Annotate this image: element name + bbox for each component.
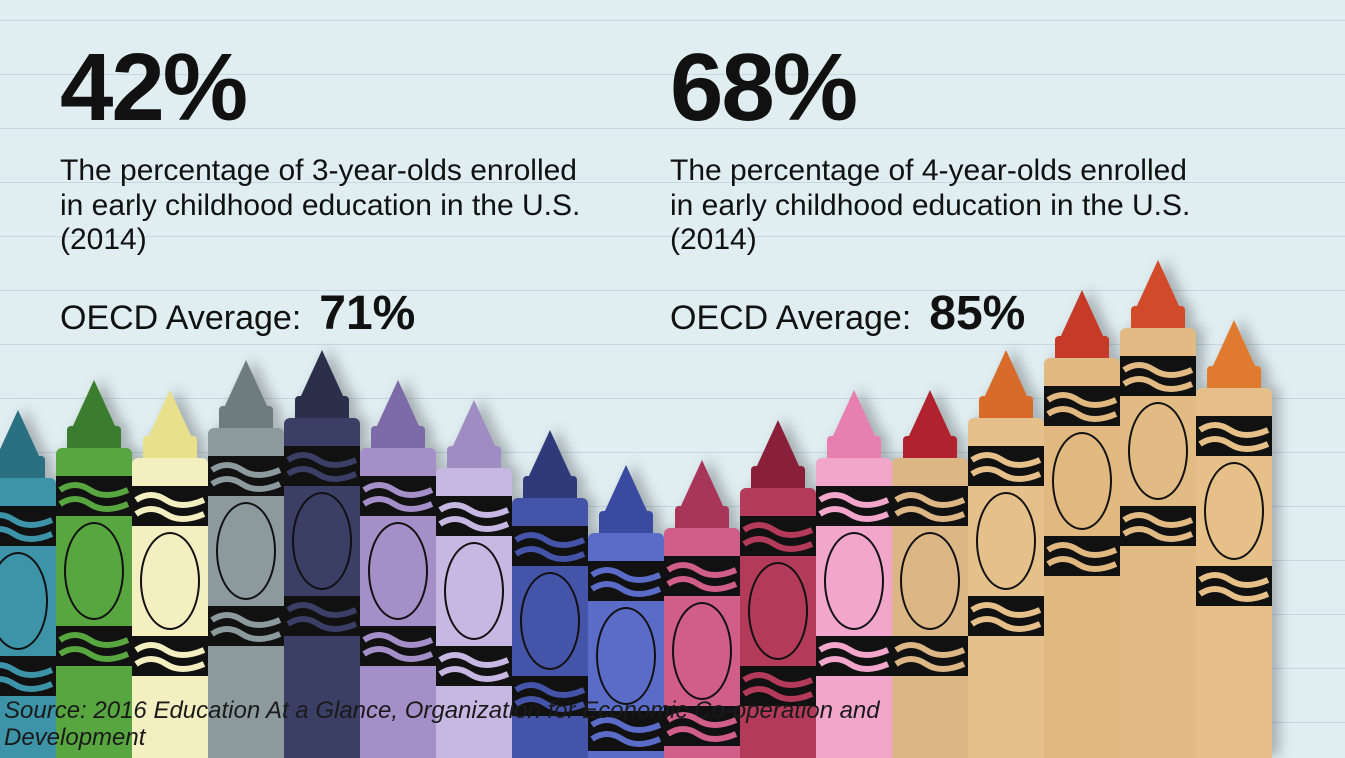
crayon-icon [1194, 320, 1274, 758]
crayon-row-illustration [0, 338, 1345, 758]
oecd-average-row: OECD Average: 71% [60, 286, 600, 341]
crayon-icon [1042, 290, 1122, 758]
stat-description: The percentage of 4-year-olds enrolled i… [670, 154, 1210, 258]
stats-row: 42% The percentage of 3-year-olds enroll… [60, 40, 1210, 341]
stat-description: The percentage of 3-year-olds enrolled i… [60, 154, 600, 258]
oecd-value: 85% [929, 286, 1025, 341]
crayon-icon [1118, 260, 1198, 758]
oecd-label: OECD Average: [670, 299, 911, 338]
source-attribution: Source: 2016 Education At a Glance, Orga… [4, 697, 904, 752]
oecd-value: 71% [319, 286, 415, 341]
stat-value: 42% [60, 40, 600, 136]
crayon-icon [966, 350, 1046, 758]
stat-value: 68% [670, 40, 1210, 136]
stat-block-3yr: 42% The percentage of 3-year-olds enroll… [60, 40, 600, 341]
oecd-label: OECD Average: [60, 299, 301, 338]
